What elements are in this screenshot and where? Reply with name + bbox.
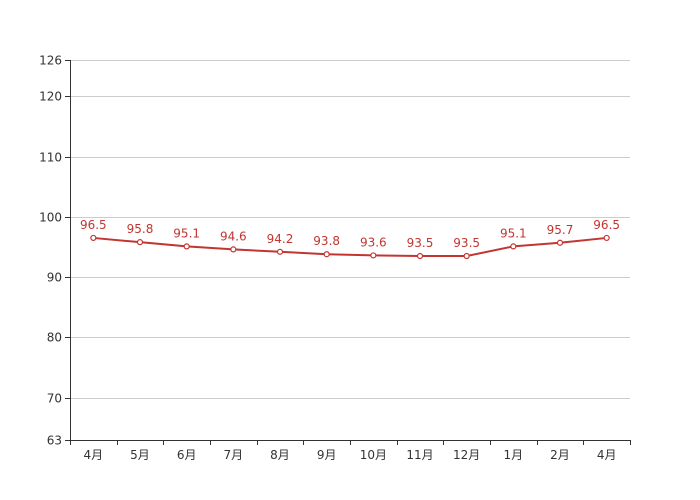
data-label: 93.5 [453,236,480,250]
y-axis-tick-label: 80 [47,331,62,345]
data-label: 93.8 [313,234,340,248]
y-axis-tick-label: 120 [39,90,62,104]
axes [65,60,631,445]
x-axis-tick-label: 4月 [84,448,104,462]
x-axis-tick-label: 2月 [550,448,570,462]
data-label: 94.6 [220,229,247,243]
data-point[interactable] [510,243,517,250]
data-label: 93.6 [360,235,387,249]
y-axis-tick-label: 100 [39,211,62,225]
x-axis-tick-label: 5月 [130,448,150,462]
x-axis-tick-label: 9月 [317,448,337,462]
data-label: 95.8 [127,222,154,236]
data-point[interactable] [370,252,377,259]
data-point[interactable] [90,234,97,242]
x-axis-tick-label: 12月 [453,448,480,462]
x-axis-tick-label: 10月 [360,448,387,462]
data-label: 96.5 [593,218,620,232]
y-axis-tick-label: 90 [47,271,62,285]
x-axis-tick-label: 6月 [177,448,197,462]
y-axis-tick-label: 70 [47,392,62,406]
data-point[interactable] [416,252,424,260]
series-line-path [93,236,607,258]
data-point[interactable] [136,239,144,246]
x-axis-tick-label: 1月 [504,448,524,462]
data-label: 94.2 [267,232,294,246]
y-axis-tick-label: 110 [39,151,62,165]
data-point[interactable] [183,243,190,250]
data-labels: 96.5 95.8 95.1 94.6 94.2 93.8 93.6 93.5 93.5 95.1… [80,218,620,250]
grid-lines [70,60,630,399]
series-line [90,234,610,260]
y-axis-tick-labels: 63 70 80 90 100 110 120 126 [39,54,62,448]
x-axis-tick-label: 8月 [270,448,290,462]
data-label: 93.5 [407,236,434,250]
data-point[interactable] [230,246,237,253]
data-point[interactable] [603,234,610,242]
data-label: 96.5 [80,218,107,232]
x-axis-tick-label: 7月 [224,448,244,462]
data-label: 95.7 [547,223,574,237]
data-label: 95.1 [173,226,200,240]
data-point[interactable] [276,248,284,255]
x-axis-tick-label: 4月 [597,448,617,462]
data-point[interactable] [556,239,564,246]
y-axis-tick-label: 63 [47,434,62,448]
y-axis-tick-label: 126 [39,54,62,68]
data-point[interactable] [463,252,470,260]
x-axis-tick-label: 11月 [406,448,433,462]
data-label: 95.1 [500,226,527,240]
data-point[interactable] [323,251,330,258]
x-axis-tick-labels: 4月 5月 6月 7月 8月 9月 10月 11月 12月 1月 2月 4月 [84,448,617,462]
